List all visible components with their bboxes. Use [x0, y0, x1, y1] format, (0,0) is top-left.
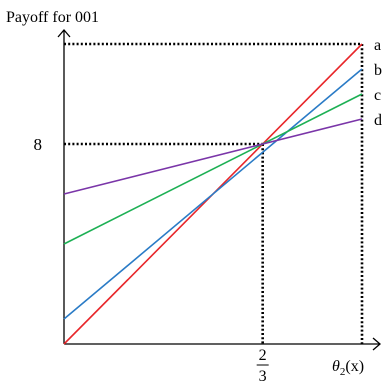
- y-axis-arrow: [57, 29, 71, 38]
- series-label-a: a: [374, 37, 381, 54]
- axes-group: [57, 29, 381, 351]
- x-axis-label-text: θ2(x): [332, 358, 364, 378]
- series-line-d: [63, 118, 363, 195]
- series-label-c: c: [374, 87, 381, 104]
- series-line-c: [63, 93, 363, 245]
- guide-lines-group: [64, 42, 364, 344]
- y-axis-label: Payoff for 001: [6, 9, 99, 26]
- series-label-b: b: [374, 62, 382, 79]
- x-tick-denominator: 3: [259, 368, 267, 382]
- x-axis-arrow: [372, 337, 381, 351]
- y-tick-label: 8: [34, 135, 43, 154]
- series-group: [63, 43, 363, 345]
- x-tick-numerator: 2: [259, 347, 267, 364]
- series-label-d: d: [374, 112, 382, 129]
- x-axis-label: θ2(x): [332, 358, 364, 378]
- series-line-b: [63, 68, 363, 320]
